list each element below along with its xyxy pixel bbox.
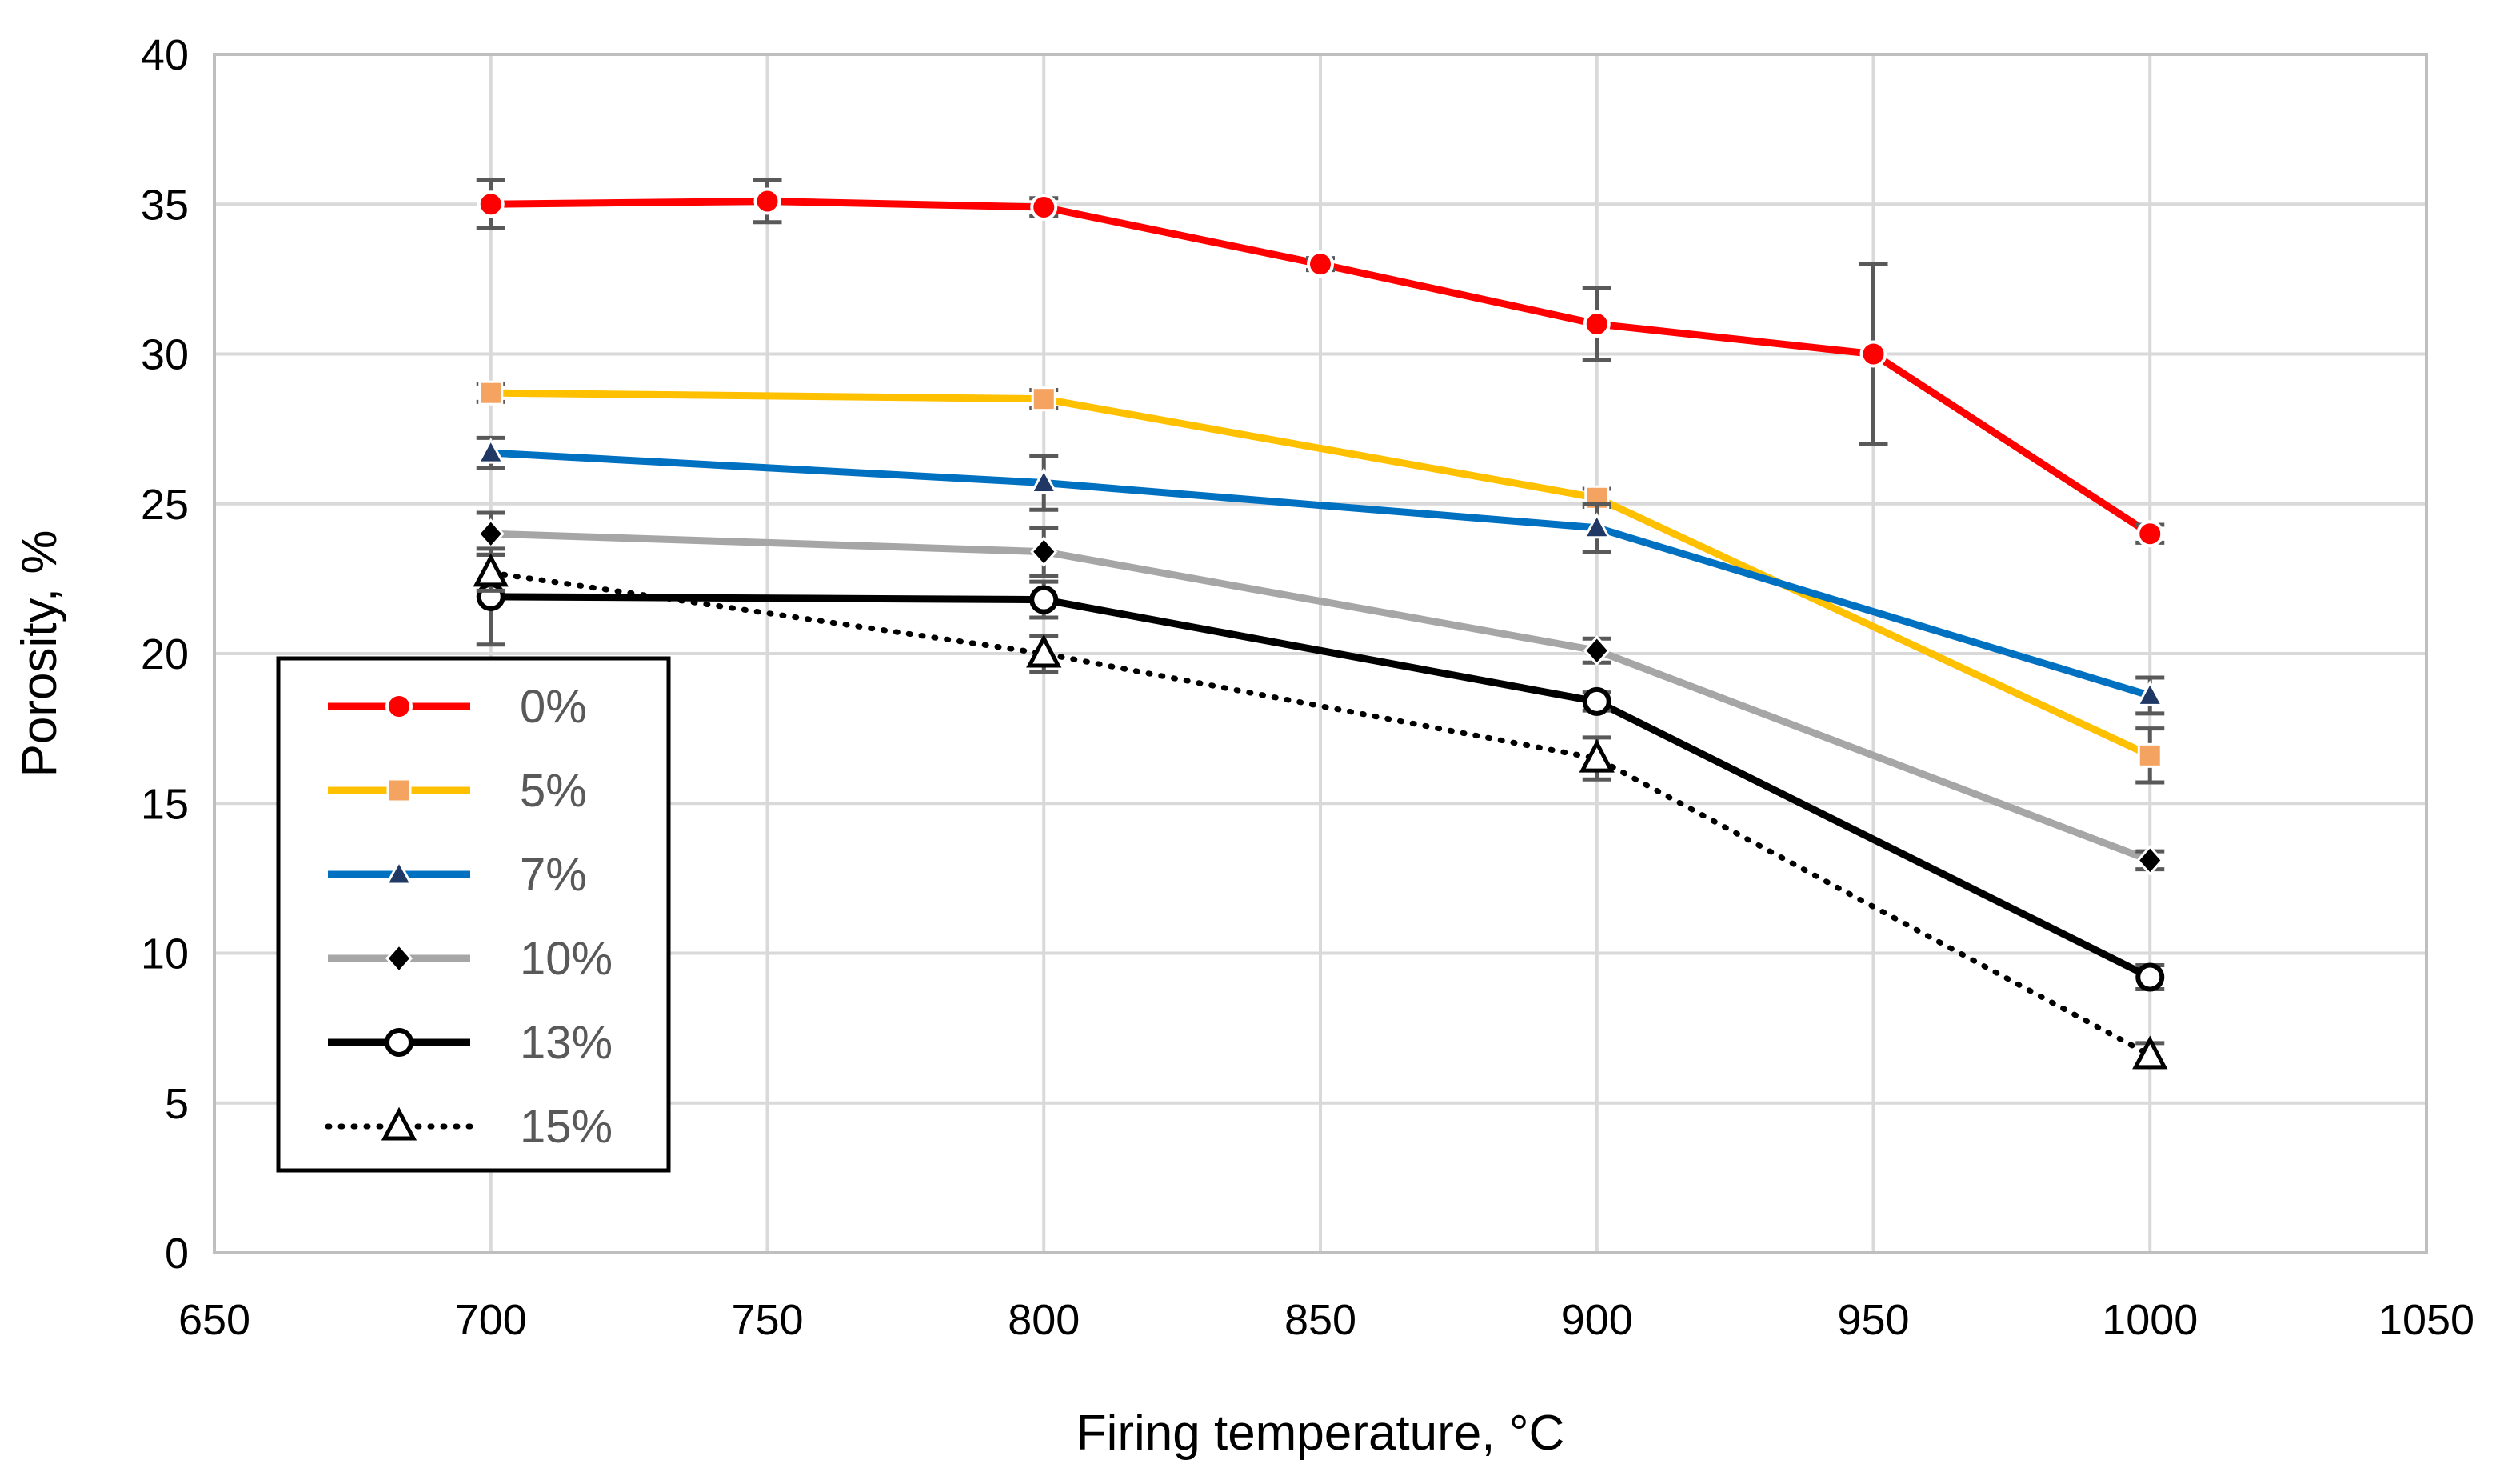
y-axis-ticks: 0 5 10 15 20 25 30 35 40: [141, 31, 189, 1278]
series-line: [488, 570, 2153, 1058]
y-tick-label: 5: [165, 1080, 189, 1128]
data-point: [1029, 585, 1059, 614]
y-tick-label: 15: [141, 780, 189, 828]
data-point: [2132, 1035, 2168, 1070]
legend-item: 5%: [328, 765, 587, 817]
legend-item: 15%: [325, 1101, 613, 1153]
data-point: [1307, 250, 1334, 278]
x-axis-ticks: 650 700 750 800 850 900 950 1000 1050: [178, 1296, 2474, 1344]
x-tick-label: 900: [1561, 1296, 1633, 1344]
y-tick-label: 20: [141, 630, 189, 678]
legend-label: 5%: [520, 765, 587, 817]
data-point: [753, 187, 781, 215]
data-point: [1030, 193, 1058, 221]
x-tick-label: 950: [1837, 1296, 1909, 1344]
data-point: [1859, 340, 1887, 368]
legend-marker: [385, 942, 413, 974]
legend-item: 7%: [328, 849, 587, 901]
y-tick-label: 30: [141, 331, 189, 379]
series-7pct: [476, 435, 2165, 716]
series-10pct: [476, 510, 2165, 876]
data-point: [2136, 845, 2164, 876]
data-point: [2135, 680, 2164, 706]
data-point: [2137, 742, 2163, 768]
legend-label: 10%: [520, 933, 613, 985]
x-tick-label: 750: [731, 1296, 803, 1344]
legend-item: 10%: [328, 933, 613, 985]
legend-label: 13%: [520, 1017, 613, 1069]
data-point: [2136, 520, 2164, 548]
series-0pct: [476, 178, 2165, 548]
data-point: [1030, 536, 1058, 567]
x-tick-label: 1000: [2102, 1296, 2198, 1344]
legend-marker: [385, 693, 413, 720]
y-tick-label: 0: [165, 1230, 189, 1278]
x-tick-label: 800: [1008, 1296, 1080, 1344]
series-line: [490, 449, 2151, 699]
data-point: [1026, 634, 1062, 668]
y-tick-label: 10: [141, 930, 189, 978]
legend-item: 0%: [328, 681, 587, 733]
legend-marker: [385, 858, 413, 886]
data-point: [1031, 386, 1056, 412]
x-tick-label: 650: [178, 1296, 250, 1344]
series-line: [490, 530, 2151, 864]
y-tick-label: 40: [141, 31, 189, 79]
legend-label: 7%: [520, 849, 587, 901]
legend-label: 0%: [520, 681, 587, 733]
plot-area: [213, 53, 2428, 1254]
data-point: [1582, 686, 1611, 716]
x-axis-title: Firing temperature, °C: [1076, 1406, 1565, 1461]
data-point: [477, 437, 505, 464]
x-tick-label: 850: [1284, 1296, 1356, 1344]
data-point: [1029, 467, 1058, 494]
data-point: [478, 380, 504, 406]
y-tick-label: 25: [141, 481, 189, 529]
series-15pct: [473, 552, 2168, 1070]
legend: 0% 5% 7% 10% 13% 15%: [276, 656, 671, 1173]
legend-box: [276, 656, 671, 1173]
series-line: [490, 389, 2152, 759]
series-layer: [473, 178, 2168, 1070]
y-tick-label: 35: [141, 181, 189, 229]
legend-marker: [381, 1106, 417, 1141]
x-tick-label: 1050: [2378, 1296, 2474, 1344]
data-point: [1583, 634, 1611, 666]
legend-item: 13%: [328, 1017, 613, 1069]
legend-marker: [385, 1028, 413, 1057]
data-point: [477, 518, 505, 550]
data-point: [1583, 310, 1611, 338]
data-point: [2135, 962, 2165, 992]
series-line: [490, 593, 2152, 981]
y-axis-title: Porosity, %: [12, 530, 67, 778]
legend-marker: [386, 778, 412, 803]
x-tick-label: 700: [455, 1296, 527, 1344]
data-point: [477, 190, 505, 218]
data-point: [1583, 512, 1611, 539]
legend-label: 15%: [520, 1101, 613, 1153]
data-point: [1579, 738, 1615, 773]
data-point: [473, 553, 509, 587]
